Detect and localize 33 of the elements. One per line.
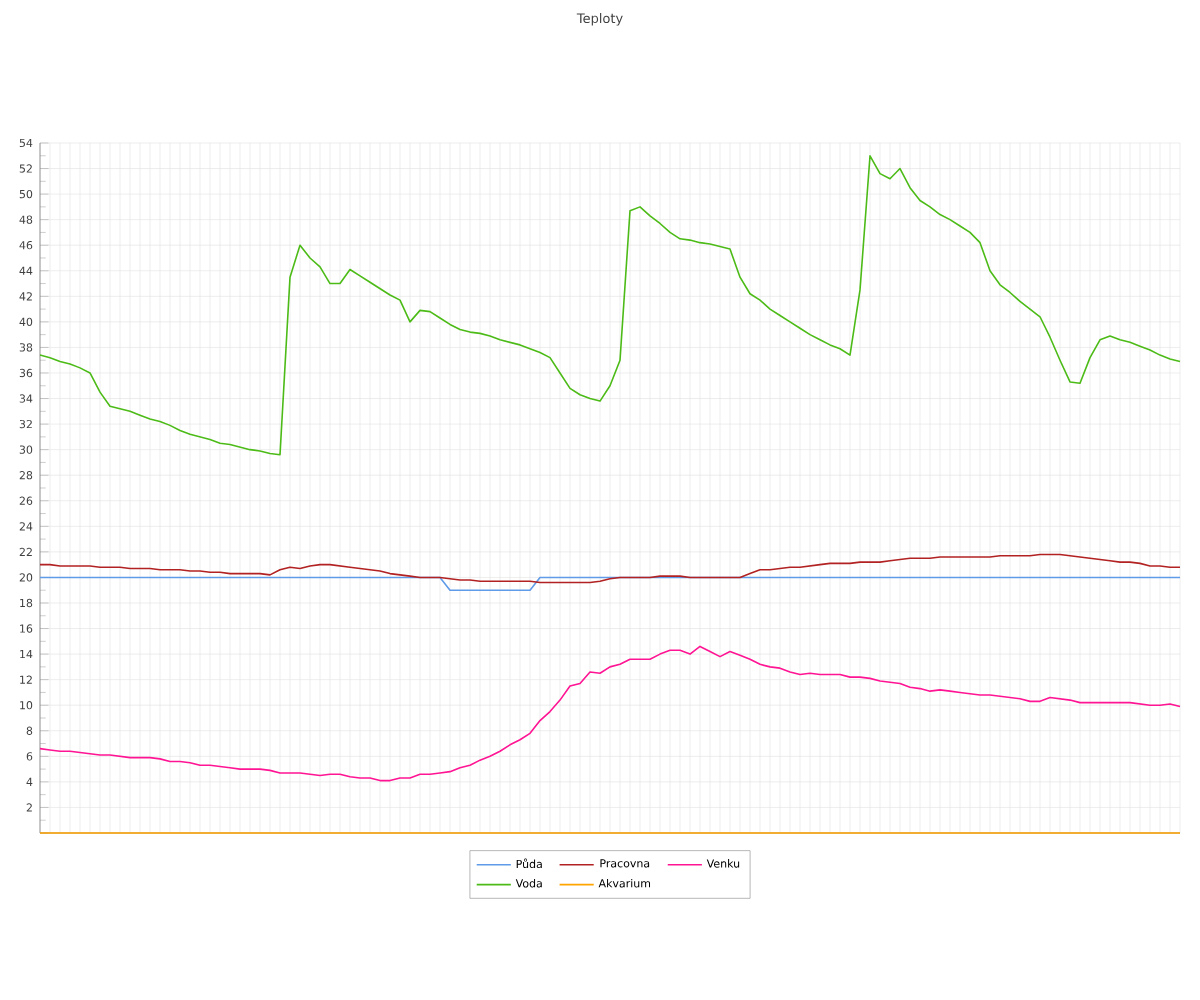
y-tick-label: 38 xyxy=(19,343,33,352)
legend-label: Půda xyxy=(516,858,542,869)
legend-label: Akvarium xyxy=(598,878,651,888)
y-tick-label: 14 xyxy=(20,650,33,659)
y-tick-label: 44 xyxy=(19,266,33,275)
y-tick-label: 48 xyxy=(19,215,33,224)
y-tick-label: 6 xyxy=(26,752,33,761)
legend-label: Pracovna xyxy=(600,859,650,868)
y-tick-label: 30 xyxy=(19,445,33,454)
legend-label: Voda xyxy=(515,878,542,888)
y-tick-label: 40 xyxy=(19,317,33,327)
y-tick-label: 54 xyxy=(19,138,33,148)
y-tick-label: 2 xyxy=(26,803,32,812)
y-tick-label: 18 xyxy=(20,598,33,608)
chart-title: Teploty xyxy=(576,13,623,26)
y-tick-label: 42 xyxy=(19,292,32,301)
y-tick-label: 20 xyxy=(19,573,33,582)
y-tick-label: 32 xyxy=(19,419,32,429)
y-tick-label: 34 xyxy=(19,394,33,403)
y-tick-label: 10 xyxy=(20,701,33,710)
y-tick-label: 50 xyxy=(19,189,33,199)
legend-label: Venku xyxy=(706,859,740,868)
y-tick-label: 46 xyxy=(19,241,33,250)
y-tick-label: 16 xyxy=(20,624,33,633)
y-tick-label: 26 xyxy=(19,496,33,505)
y-tick-label: 28 xyxy=(19,471,33,480)
y-tick-label: 24 xyxy=(19,522,33,531)
y-tick-label: 8 xyxy=(26,726,33,735)
y-tick-label: 4 xyxy=(26,777,33,786)
y-tick-label: 12 xyxy=(20,675,32,684)
y-tick-label: 36 xyxy=(19,368,33,378)
y-tick-label: 22 xyxy=(19,547,32,556)
y-tick-label: 52 xyxy=(19,164,32,173)
